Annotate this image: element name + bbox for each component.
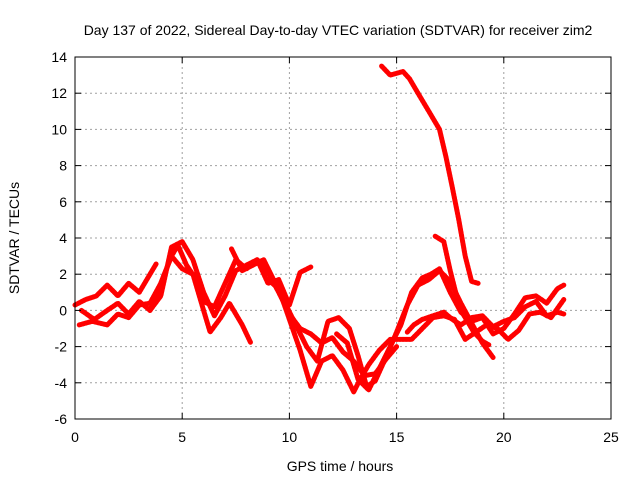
grid bbox=[75, 57, 611, 419]
y-tick-label: 12 bbox=[51, 85, 67, 101]
x-axis-label: GPS time / hours bbox=[287, 458, 394, 474]
x-tick-label: 20 bbox=[496, 429, 512, 445]
y-tick-label: -2 bbox=[55, 339, 68, 355]
y-tick-label: -4 bbox=[55, 375, 68, 391]
series-line-trace-7 bbox=[334, 266, 567, 393]
y-tick-label: 6 bbox=[59, 194, 67, 210]
x-tick-label: 25 bbox=[603, 429, 619, 445]
y-tick-label: 0 bbox=[59, 302, 67, 318]
series-line-trace-8 bbox=[379, 63, 481, 286]
y-tick-label: 8 bbox=[59, 158, 67, 174]
x-tick-label: 5 bbox=[178, 429, 186, 445]
series-line-trace-9 bbox=[432, 233, 492, 348]
y-tick-label: -6 bbox=[55, 411, 68, 427]
y-axis-label: SDTVAR / TECUs bbox=[6, 182, 22, 294]
y-tick-label: 14 bbox=[51, 49, 67, 65]
series-group bbox=[72, 63, 567, 395]
x-tick-label: 0 bbox=[71, 429, 79, 445]
series-line-trace-1 bbox=[72, 260, 159, 308]
x-tick-label: 15 bbox=[389, 429, 405, 445]
chart-title: Day 137 of 2022, Sidereal Day-to-day VTE… bbox=[84, 22, 593, 38]
y-tick-label: 10 bbox=[51, 121, 67, 137]
axis-ticks: 0 5 10 15 20 25 -6 -4 -2 0 2 4 6 8 10 12 14 bbox=[51, 49, 619, 445]
y-tick-label: 4 bbox=[59, 230, 67, 246]
series-line-trace-6 bbox=[265, 277, 567, 395]
series-line-trace-10 bbox=[404, 298, 567, 335]
x-tick-label: 10 bbox=[282, 429, 298, 445]
y-tick-label: 2 bbox=[59, 266, 67, 282]
